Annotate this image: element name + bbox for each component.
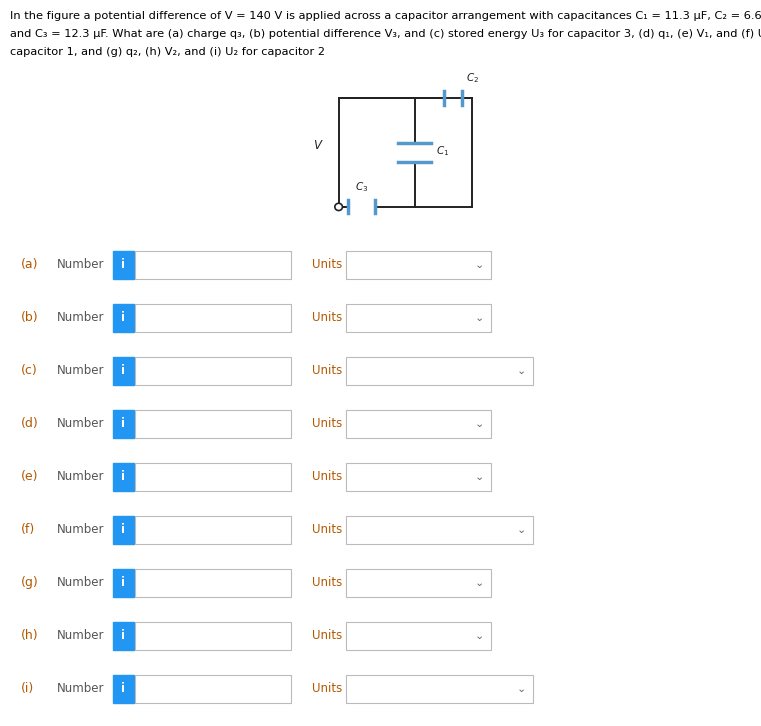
FancyBboxPatch shape <box>346 251 491 279</box>
FancyBboxPatch shape <box>113 622 134 650</box>
Text: ⌄: ⌄ <box>475 472 484 482</box>
Text: Units: Units <box>312 364 342 378</box>
FancyBboxPatch shape <box>346 410 491 438</box>
Text: Number: Number <box>57 364 104 378</box>
FancyBboxPatch shape <box>113 569 134 597</box>
Text: ⌄: ⌄ <box>475 419 484 429</box>
Text: Number: Number <box>57 682 104 696</box>
FancyBboxPatch shape <box>135 463 291 491</box>
FancyBboxPatch shape <box>346 357 533 385</box>
FancyBboxPatch shape <box>113 304 134 332</box>
Text: (c): (c) <box>21 364 38 378</box>
Text: and C₃ = 12.3 μF. What are (a) charge q₃, (b) potential difference V₃, and (c) s: and C₃ = 12.3 μF. What are (a) charge q₃… <box>10 29 761 39</box>
Text: $C_1$: $C_1$ <box>436 144 449 158</box>
Text: (a): (a) <box>21 258 39 272</box>
FancyBboxPatch shape <box>346 463 491 491</box>
Text: i: i <box>121 311 126 325</box>
Text: (e): (e) <box>21 470 39 484</box>
Text: Number: Number <box>57 629 104 643</box>
Text: (d): (d) <box>21 417 39 431</box>
Text: (g): (g) <box>21 576 39 590</box>
FancyBboxPatch shape <box>135 569 291 597</box>
Text: Units: Units <box>312 258 342 272</box>
FancyBboxPatch shape <box>346 569 491 597</box>
FancyBboxPatch shape <box>135 304 291 332</box>
FancyBboxPatch shape <box>113 463 134 491</box>
Text: i: i <box>121 417 126 431</box>
Text: ⌄: ⌄ <box>475 313 484 323</box>
Text: Number: Number <box>57 258 104 272</box>
Text: i: i <box>121 470 126 484</box>
FancyBboxPatch shape <box>346 622 491 650</box>
Circle shape <box>335 203 342 211</box>
Text: Units: Units <box>312 629 342 643</box>
Text: i: i <box>121 523 126 537</box>
Text: Units: Units <box>312 311 342 325</box>
FancyBboxPatch shape <box>135 675 291 703</box>
Text: ⌄: ⌄ <box>475 578 484 588</box>
Text: (i): (i) <box>21 682 34 696</box>
FancyBboxPatch shape <box>113 357 134 385</box>
Text: i: i <box>121 258 126 272</box>
Text: (f): (f) <box>21 523 36 537</box>
Text: (b): (b) <box>21 311 39 325</box>
Text: Number: Number <box>57 311 104 325</box>
Text: Number: Number <box>57 576 104 590</box>
FancyBboxPatch shape <box>135 410 291 438</box>
FancyBboxPatch shape <box>135 251 291 279</box>
FancyBboxPatch shape <box>135 622 291 650</box>
FancyBboxPatch shape <box>135 516 291 544</box>
Text: Units: Units <box>312 470 342 484</box>
Text: ⌄: ⌄ <box>475 260 484 270</box>
FancyBboxPatch shape <box>113 516 134 544</box>
FancyBboxPatch shape <box>346 304 491 332</box>
Text: Units: Units <box>312 576 342 590</box>
Text: Number: Number <box>57 523 104 537</box>
Text: $C_2$: $C_2$ <box>466 71 479 85</box>
Text: ⌄: ⌄ <box>475 631 484 641</box>
Text: i: i <box>121 629 126 643</box>
FancyBboxPatch shape <box>346 675 533 703</box>
Text: ⌄: ⌄ <box>517 366 526 376</box>
Text: ⌄: ⌄ <box>517 525 526 535</box>
Text: $C_3$: $C_3$ <box>355 180 368 194</box>
Text: i: i <box>121 576 126 590</box>
Text: $V$: $V$ <box>313 139 323 152</box>
Text: Units: Units <box>312 417 342 431</box>
Text: i: i <box>121 364 126 378</box>
Text: Units: Units <box>312 682 342 696</box>
Text: (h): (h) <box>21 629 39 643</box>
Text: ⌄: ⌄ <box>517 684 526 694</box>
FancyBboxPatch shape <box>113 251 134 279</box>
Text: Number: Number <box>57 417 104 431</box>
FancyBboxPatch shape <box>346 516 533 544</box>
FancyBboxPatch shape <box>113 675 134 703</box>
Text: Units: Units <box>312 523 342 537</box>
Text: capacitor 1, and (g) q₂, (h) V₂, and (i) U₂ for capacitor 2: capacitor 1, and (g) q₂, (h) V₂, and (i)… <box>10 47 325 57</box>
Text: In the figure a potential difference of V = 140 V is applied across a capacitor : In the figure a potential difference of … <box>10 11 761 21</box>
FancyBboxPatch shape <box>113 410 134 438</box>
Text: i: i <box>121 682 126 696</box>
Text: Number: Number <box>57 470 104 484</box>
FancyBboxPatch shape <box>135 357 291 385</box>
